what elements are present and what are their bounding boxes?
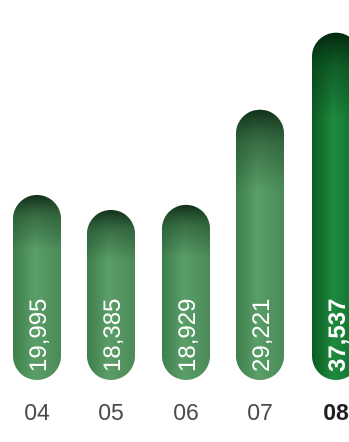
bar-value-label-04: 19,995	[25, 299, 52, 372]
bar-value-label-05: 18,385	[99, 299, 126, 372]
category-label-07: 07	[247, 399, 273, 425]
category-label-06: 06	[173, 399, 199, 425]
bar-shade-04	[13, 195, 61, 380]
bar-shade-08	[312, 32, 349, 380]
bar-05: 18,385	[87, 209, 135, 380]
bar-value-label-08: 37,537	[324, 299, 349, 372]
category-label-08: 08	[323, 399, 349, 425]
bar-value-label-06: 18,929	[174, 299, 201, 372]
bar-shade-06	[162, 204, 210, 380]
bar-value-label-07: 29,221	[248, 299, 275, 372]
bar-shade-07	[236, 109, 284, 380]
category-labels-group: 04 05 06 07 08	[24, 399, 349, 425]
bar-08: 37,537	[312, 32, 349, 380]
bars-group: 19,995 18,385 18,929 29,221 37,537	[13, 32, 349, 380]
bar-07: 29,221	[236, 109, 284, 380]
category-label-05: 05	[98, 399, 124, 425]
bar-shade-05	[87, 209, 135, 380]
category-label-04: 04	[24, 399, 50, 425]
bar-04: 19,995	[13, 195, 61, 380]
bar-06: 18,929	[162, 204, 210, 380]
